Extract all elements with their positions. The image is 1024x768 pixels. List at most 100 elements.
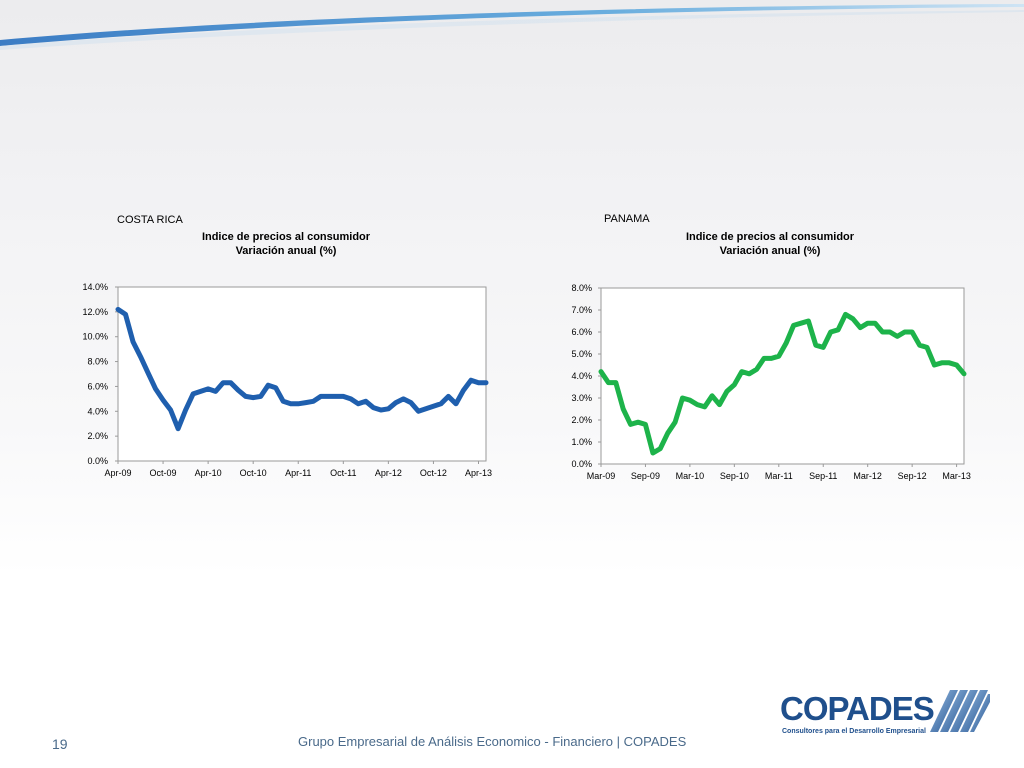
data-point xyxy=(139,356,142,358)
chart-subtitle: Variación anual (%) xyxy=(235,245,337,257)
x-tick-label: Apr-09 xyxy=(104,468,131,478)
y-tick-label: 14.0% xyxy=(82,282,108,292)
chart-title: Indice de precios al consumidor xyxy=(201,231,371,243)
data-point xyxy=(222,382,224,384)
x-tick-label: Mar-11 xyxy=(765,471,793,481)
data-point xyxy=(215,390,217,392)
logo-tagline: Consultores para el Desarrollo Empresari… xyxy=(782,728,926,735)
header-swoosh xyxy=(0,4,1024,50)
plot-area xyxy=(600,287,965,465)
data-point xyxy=(184,409,187,411)
data-point xyxy=(600,371,602,373)
region-label-costa-rica: COSTA RICA xyxy=(117,214,183,226)
data-point xyxy=(955,364,958,366)
data-point xyxy=(837,329,839,331)
data-point xyxy=(963,373,965,375)
data-point xyxy=(252,397,254,399)
data-point xyxy=(440,403,442,405)
data-point xyxy=(275,387,277,389)
data-point xyxy=(267,384,269,386)
data-point xyxy=(763,357,765,359)
data-point xyxy=(867,322,869,324)
data-point xyxy=(659,448,661,450)
data-point xyxy=(417,410,420,412)
logo-mark-icon xyxy=(930,690,990,732)
data-point xyxy=(926,346,928,348)
data-point xyxy=(822,346,824,348)
x-tick-label: Mar-09 xyxy=(587,471,616,481)
page-number: 19 xyxy=(52,736,68,752)
x-tick-label: Sep-10 xyxy=(720,471,749,481)
x-tick-label: Oct-09 xyxy=(150,468,177,478)
data-point xyxy=(395,401,397,404)
y-tick-label: 4.0% xyxy=(87,406,108,416)
data-point xyxy=(637,421,639,423)
data-point xyxy=(447,395,450,397)
data-point xyxy=(896,335,898,337)
data-point xyxy=(830,331,832,333)
y-tick-label: 4.0% xyxy=(571,371,592,381)
x-tick-label: Apr-13 xyxy=(465,468,492,478)
data-point xyxy=(644,423,647,425)
data-point xyxy=(904,331,906,333)
x-tick-label: Apr-10 xyxy=(195,468,222,478)
data-point xyxy=(852,318,854,320)
series-line xyxy=(598,311,967,456)
y-tick-label: 0.0% xyxy=(571,459,592,469)
data-point xyxy=(615,382,617,384)
y-tick-label: 12.0% xyxy=(82,307,108,317)
data-point xyxy=(335,395,337,397)
data-point xyxy=(689,399,691,401)
data-point xyxy=(282,400,284,402)
data-point xyxy=(402,398,404,400)
data-point xyxy=(741,371,743,373)
x-tick-label: Apr-11 xyxy=(285,468,311,478)
data-point xyxy=(622,408,624,410)
data-point xyxy=(674,421,676,423)
copades-logo: COPADES Consultores para el Desarrollo E… xyxy=(780,688,992,744)
data-point xyxy=(696,404,698,406)
data-point xyxy=(357,403,359,405)
data-point xyxy=(470,379,472,381)
data-point xyxy=(237,389,239,391)
data-point xyxy=(911,331,913,333)
data-point xyxy=(432,405,435,407)
data-point xyxy=(785,342,787,344)
data-point xyxy=(485,382,487,384)
y-tick-label: 5.0% xyxy=(571,349,592,359)
y-tick-label: 7.0% xyxy=(571,305,592,315)
data-point xyxy=(462,389,465,391)
data-point xyxy=(245,395,247,397)
data-point xyxy=(807,320,810,322)
data-point xyxy=(755,368,758,370)
data-point xyxy=(718,404,721,406)
x-tick-label: Sep-11 xyxy=(809,471,837,481)
y-tick-label: 8.0% xyxy=(87,357,108,367)
data-point xyxy=(290,403,292,405)
data-point xyxy=(350,398,352,400)
y-tick-label: 3.0% xyxy=(571,393,592,403)
data-point xyxy=(365,400,367,402)
data-point xyxy=(169,409,172,411)
data-point xyxy=(874,322,876,324)
data-point xyxy=(770,357,772,359)
x-tick-label: Apr-12 xyxy=(375,468,402,478)
data-point xyxy=(800,322,802,324)
x-tick-label: Sep-09 xyxy=(631,471,660,481)
data-point xyxy=(711,395,713,397)
data-point xyxy=(778,355,780,357)
data-point xyxy=(380,409,382,411)
data-point xyxy=(154,388,157,390)
y-tick-label: 6.0% xyxy=(87,381,108,391)
data-point xyxy=(327,395,329,397)
data-point xyxy=(162,399,164,401)
data-point xyxy=(918,344,921,346)
data-point xyxy=(387,408,389,410)
data-point xyxy=(200,390,202,392)
region-label-panama: PANAMA xyxy=(604,213,650,225)
data-point xyxy=(948,362,950,364)
data-point xyxy=(372,406,374,409)
series-line xyxy=(115,306,489,432)
data-point xyxy=(748,373,750,375)
